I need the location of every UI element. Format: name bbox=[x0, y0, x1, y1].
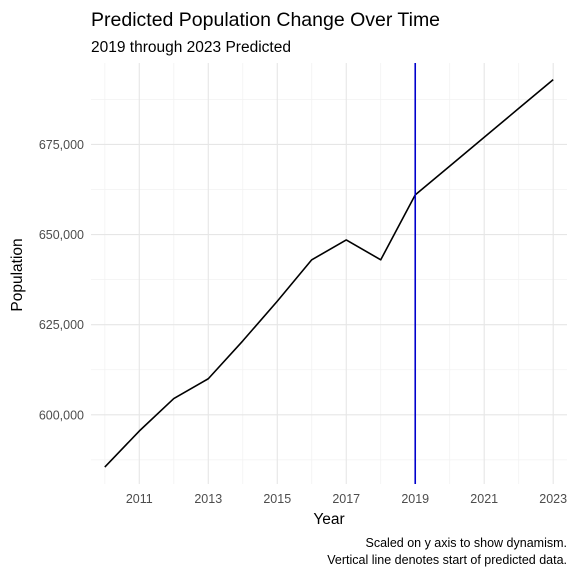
x-tick-label: 2013 bbox=[194, 492, 222, 506]
x-axis-label: Year bbox=[313, 511, 344, 528]
x-tick-label: 2019 bbox=[401, 492, 429, 506]
y-tick-label: 625,000 bbox=[39, 318, 84, 332]
y-axis-label: Population bbox=[9, 238, 26, 311]
chart-subtitle: 2019 through 2023 Predicted bbox=[91, 39, 291, 56]
y-axis-ticks: 600,000 625,000 650,000 675,000 bbox=[39, 138, 84, 422]
caption-line-1: Scaled on y axis to show dynamism. bbox=[366, 536, 567, 550]
x-tick-label: 2021 bbox=[470, 492, 498, 506]
x-axis-ticks: 2011 2013 2015 2017 2019 2021 2023 bbox=[126, 492, 567, 506]
chart-title: Predicted Population Change Over Time bbox=[91, 9, 440, 31]
x-tick-label: 2011 bbox=[126, 492, 153, 506]
y-tick-label: 675,000 bbox=[39, 138, 84, 152]
x-tick-label: 2023 bbox=[539, 492, 567, 506]
y-tick-label: 600,000 bbox=[39, 408, 84, 422]
x-tick-label: 2017 bbox=[332, 492, 360, 506]
caption-line-2: Vertical line denotes start of predicted… bbox=[327, 553, 567, 567]
x-tick-label: 2015 bbox=[263, 492, 291, 506]
series-line bbox=[104, 78, 554, 468]
plot-area bbox=[104, 63, 554, 484]
y-tick-label: 650,000 bbox=[39, 228, 84, 242]
gridlines bbox=[91, 63, 567, 484]
